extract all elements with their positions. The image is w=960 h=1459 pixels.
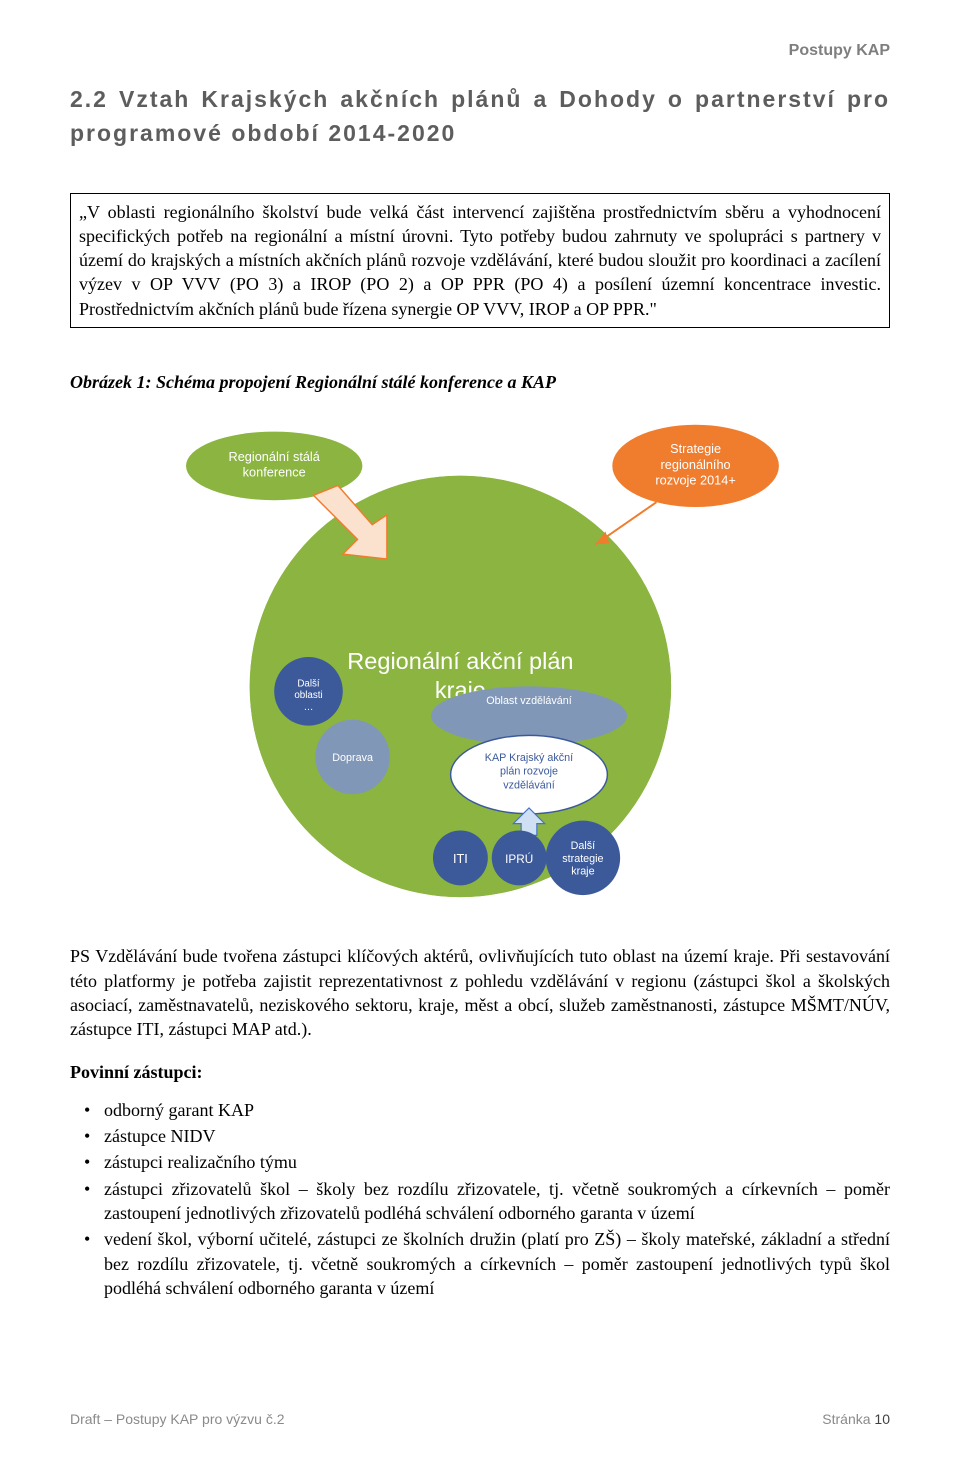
dalsi-strat-label-1: Další <box>571 840 596 852</box>
big-circle-label-1: Regionální akční plán <box>347 648 573 674</box>
list-item: odborný garant KAP <box>104 1098 890 1122</box>
ipru-label: IPRÚ <box>505 853 533 866</box>
diagram-container: Regionální akční plán kraje Regionální s… <box>70 412 890 902</box>
kap-label-1: KAP Krajský akční <box>485 752 573 764</box>
dalsi-strat-label-3: kraje <box>571 866 594 878</box>
rsk-label-1: Regionální stálá <box>229 449 321 464</box>
subheading: Povinní zástupci: <box>70 1060 890 1084</box>
body-paragraph: PS Vzdělávání bude tvořena zástupci klíč… <box>70 944 890 1041</box>
footer-right: Stránka 10 <box>822 1410 890 1429</box>
bullet-list: odborný garant KAP zástupce NIDV zástupc… <box>70 1098 890 1300</box>
dalsi-oblasti-label-3: … <box>304 702 314 713</box>
list-item: zástupci zřizovatelů škol – školy bez ro… <box>104 1177 890 1226</box>
section-title: 2.2 Vztah Krajských akčních plánů a Doho… <box>70 82 890 151</box>
arrow-strategy-to-big <box>596 503 657 545</box>
dalsi-oblasti-label-2: oblasti <box>294 691 322 702</box>
dalsi-strat-label-2: strategie <box>562 853 603 865</box>
quote-box: „V oblasti regionálního školství bude ve… <box>70 193 890 328</box>
diagram-svg: Regionální akční plán kraje Regionální s… <box>160 412 800 902</box>
dalsi-oblasti-label-1: Další <box>297 679 320 690</box>
strategy-label-1: Strategie <box>670 442 721 457</box>
kap-label-3: vzdělávání <box>503 780 554 792</box>
list-item: zástupci realizačního týmu <box>104 1150 890 1174</box>
footer-page-number: 10 <box>874 1411 890 1427</box>
strategy-label-2: regionálního <box>661 457 731 472</box>
strategy-label-3: rozvoje 2014+ <box>655 473 735 488</box>
list-item: zástupce NIDV <box>104 1124 890 1148</box>
doprava-label: Doprava <box>332 752 373 764</box>
kap-label-2: plán rozvoje <box>500 766 558 778</box>
iti-label: ITI <box>453 851 468 866</box>
page-header-right: Postupy KAP <box>70 40 890 62</box>
footer-left: Draft – Postupy KAP pro výzvu č.2 <box>70 1410 285 1429</box>
footer-page-label: Stránka <box>822 1411 870 1427</box>
oblast-vzd-label: Oblast vzdělávání <box>486 695 572 707</box>
list-item: vedení škol, výborní učitelé, zástupci z… <box>104 1227 890 1300</box>
rsk-label-2: konference <box>243 465 306 480</box>
page-footer: Draft – Postupy KAP pro výzvu č.2 Stránk… <box>70 1410 890 1429</box>
figure-caption: Obrázek 1: Schéma propojení Regionální s… <box>70 370 890 394</box>
